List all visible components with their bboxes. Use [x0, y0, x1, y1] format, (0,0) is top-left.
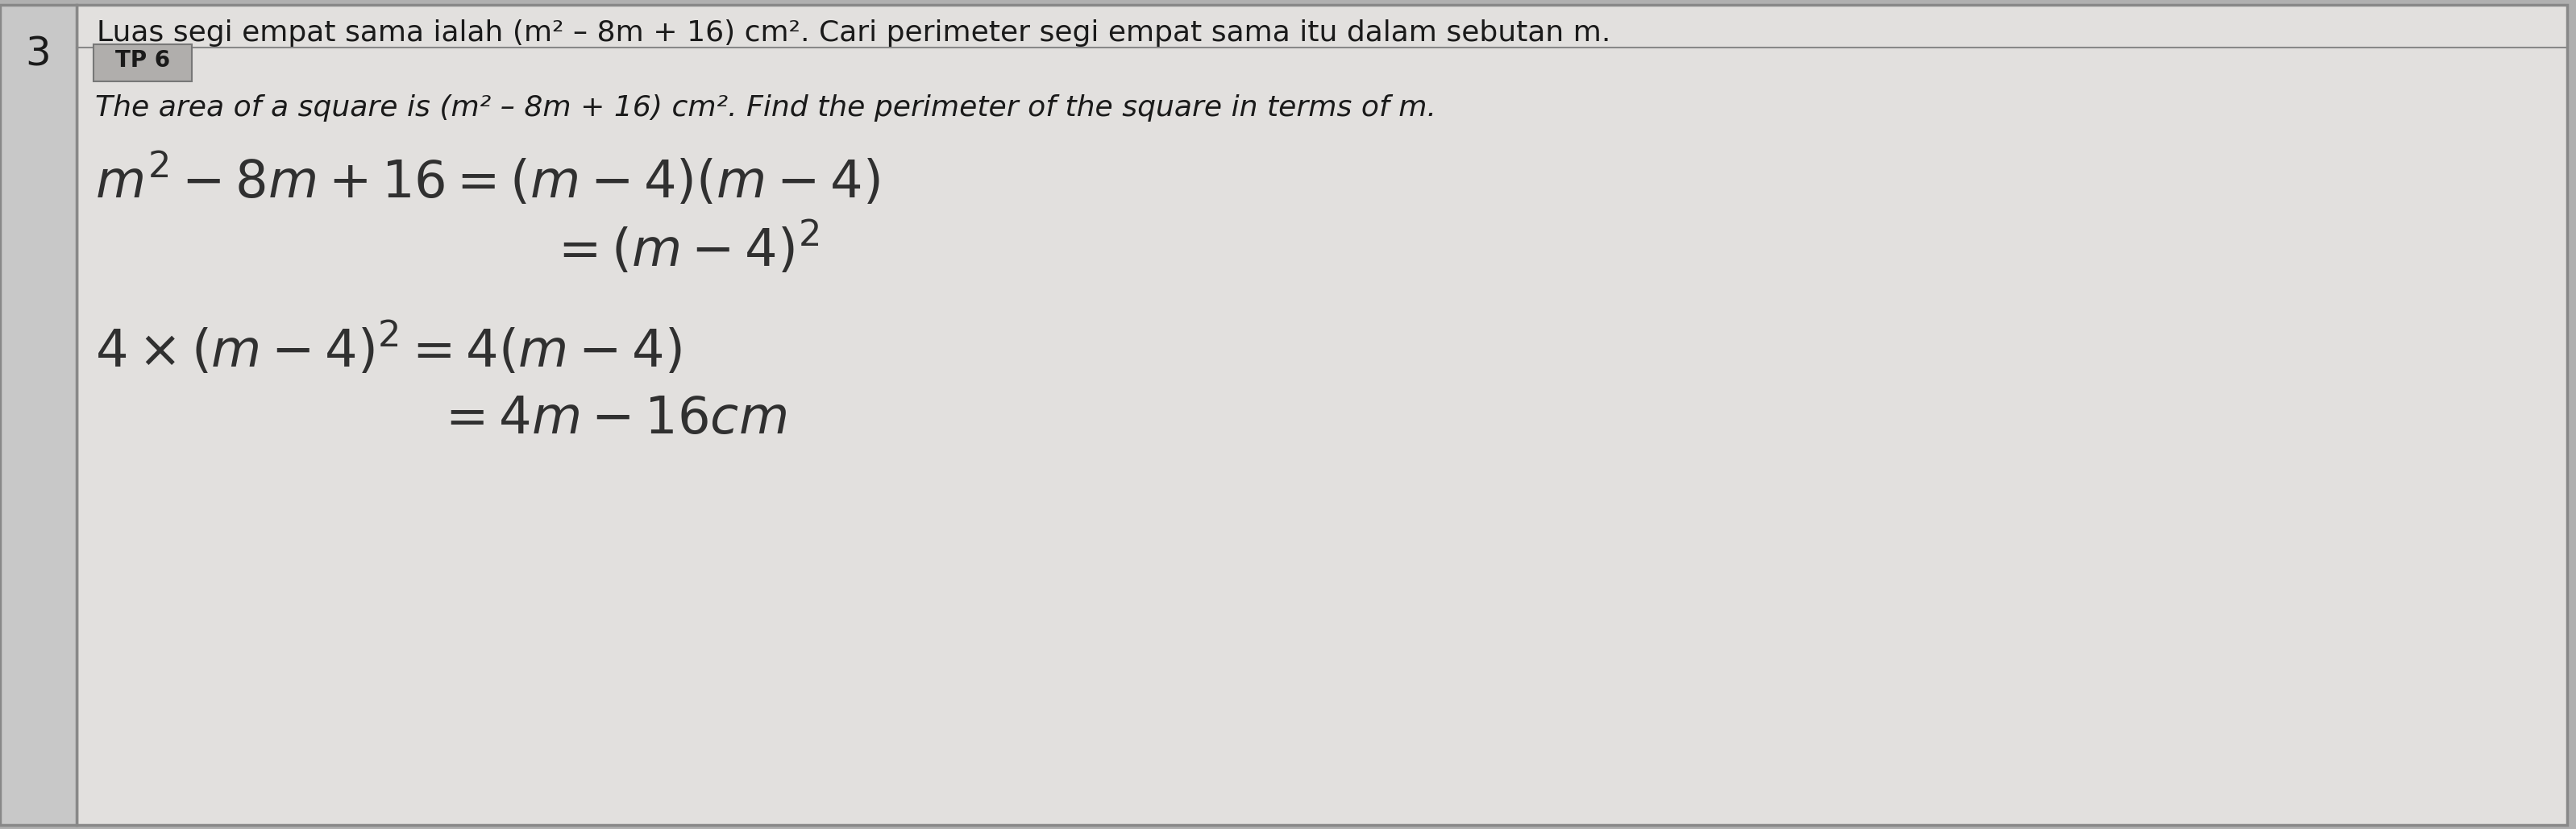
Text: 3: 3 [26, 36, 52, 74]
Text: Luas segi empat sama ialah (m² – 8m + 16) cm². Cari perimeter segi empat sama it: Luas segi empat sama ialah (m² – 8m + 16… [98, 19, 1610, 46]
FancyBboxPatch shape [0, 5, 77, 825]
Text: The area of a square is (m² – 8m + 16) cm². Find the perimeter of the square in : The area of a square is (m² – 8m + 16) c… [95, 95, 1437, 122]
Text: $= (m - 4)^2$: $= (m - 4)^2$ [549, 221, 819, 277]
FancyBboxPatch shape [93, 44, 191, 81]
Text: $m^2 - 8m + 16 = (m - 4)(m - 4)$: $m^2 - 8m + 16 = (m - 4)(m - 4)$ [95, 153, 881, 209]
FancyBboxPatch shape [77, 5, 2568, 825]
Text: TP 6: TP 6 [116, 49, 170, 71]
Text: $4 \times (m - 4)^2 = 4(m - 4)$: $4 \times (m - 4)^2 = 4(m - 4)$ [95, 322, 683, 378]
Text: $= 4m - 16cm$: $= 4m - 16cm$ [435, 394, 786, 444]
